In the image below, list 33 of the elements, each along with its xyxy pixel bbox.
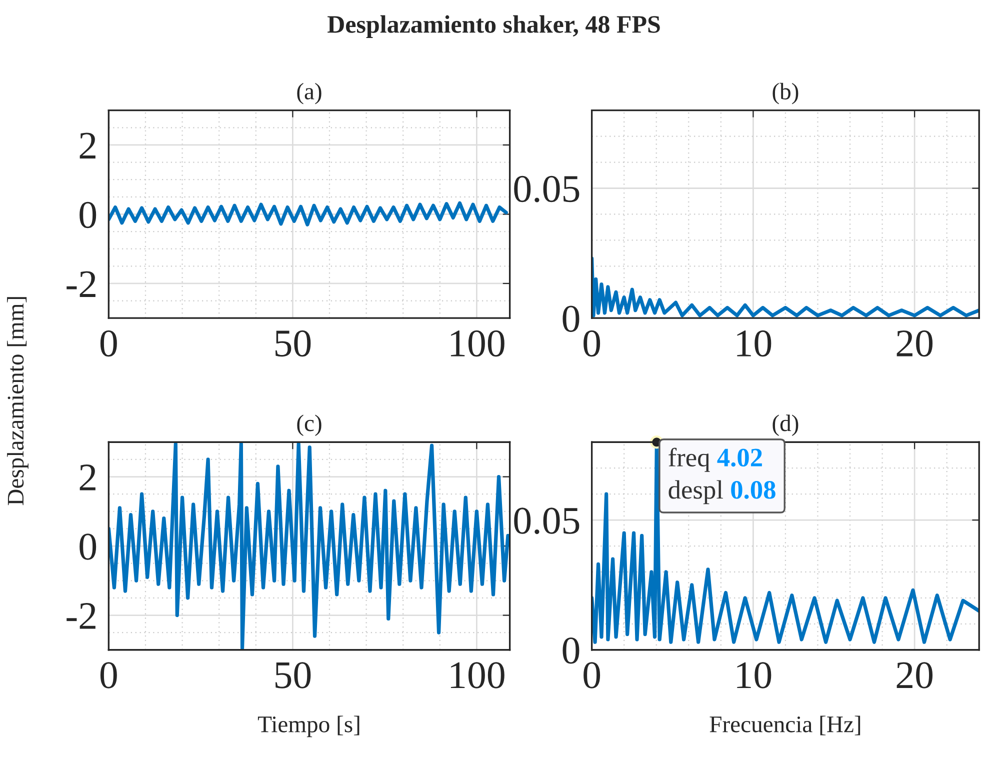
line-series — [108, 201, 508, 226]
x-tick-label: 10 — [737, 330, 772, 357]
x-tick-label: 50 — [276, 330, 311, 357]
y-axis-title: Desplazamiento [mm] — [7, 297, 28, 506]
x-tick-label: 0 — [584, 330, 600, 357]
x-tick-label: 20 — [896, 662, 933, 688]
text: Desplazamiento shaker, 48 FPS — [328, 15, 660, 38]
y-tick-label: 0.05 — [514, 508, 580, 534]
x-tick-label: 20 — [896, 330, 933, 357]
x-tick-label: 100 — [450, 330, 504, 357]
chart-title: (b) — [772, 82, 798, 104]
annotation: freq 4.02 despl 0.08 — [668, 448, 776, 504]
chart-title: (c) — [297, 414, 322, 436]
x-tick-label: 0 — [100, 330, 117, 357]
x-tick-label: 0 — [100, 662, 117, 688]
y-tick-label: 0 — [562, 638, 580, 664]
y-tick-label: -2 — [66, 603, 96, 629]
x-tick-label: 0 — [584, 662, 600, 688]
chart-title: (a) — [297, 82, 322, 104]
x-tick-label: 10 — [737, 662, 772, 688]
chart-title: (d) — [772, 414, 798, 436]
y-tick-label: 0.05 — [514, 176, 580, 202]
y-tick-label: 2 — [80, 132, 96, 158]
x-axis-title: Tiempo [s] — [258, 716, 360, 738]
y-tick-label: 0 — [80, 202, 96, 228]
y-tick-label: 0 — [80, 534, 96, 560]
x-axis-title: Frecuencia [Hz] — [710, 716, 860, 736]
y-tick-label: 2 — [80, 464, 96, 490]
y-tick-label: -2 — [66, 271, 96, 297]
y-tick-label: 0 — [562, 306, 580, 332]
x-tick-label: 50 — [276, 662, 311, 688]
line-series — [108, 442, 510, 650]
x-tick-label: 100 — [450, 662, 504, 688]
